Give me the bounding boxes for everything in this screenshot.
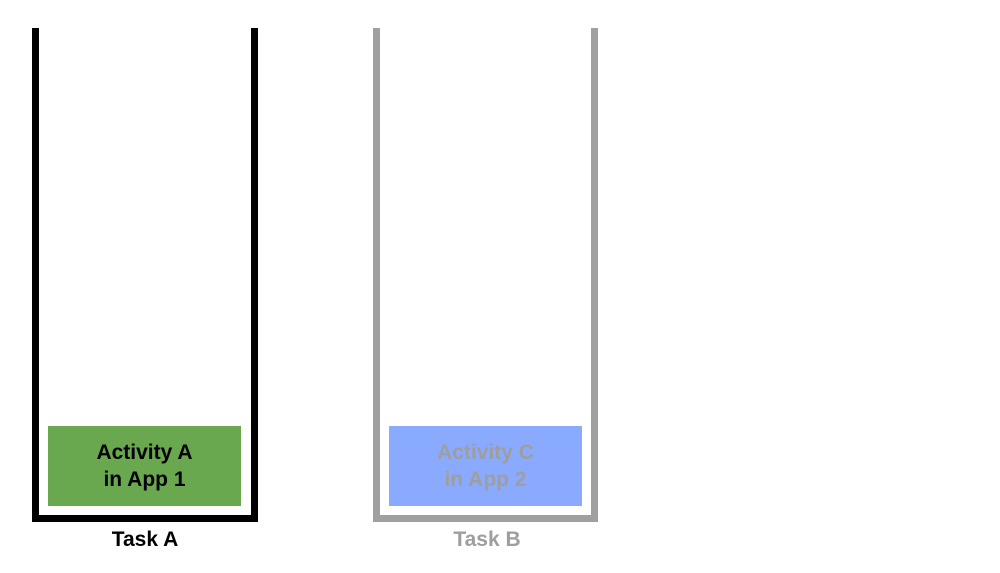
task-b-label: Task B — [453, 528, 521, 551]
task-b-stack — [373, 28, 598, 522]
activity-c-app: in App 2 — [444, 468, 527, 491]
activity-a-box: Activity A in App 1 — [48, 426, 241, 506]
activity-a-title: Activity A — [96, 441, 193, 464]
task-a-label: Task A — [111, 528, 179, 551]
task-a-stack — [32, 28, 258, 522]
activity-c-box: Activity C in App 2 — [389, 426, 582, 506]
activity-a-app: in App 1 — [103, 468, 186, 491]
activity-c-title: Activity C — [437, 441, 534, 464]
